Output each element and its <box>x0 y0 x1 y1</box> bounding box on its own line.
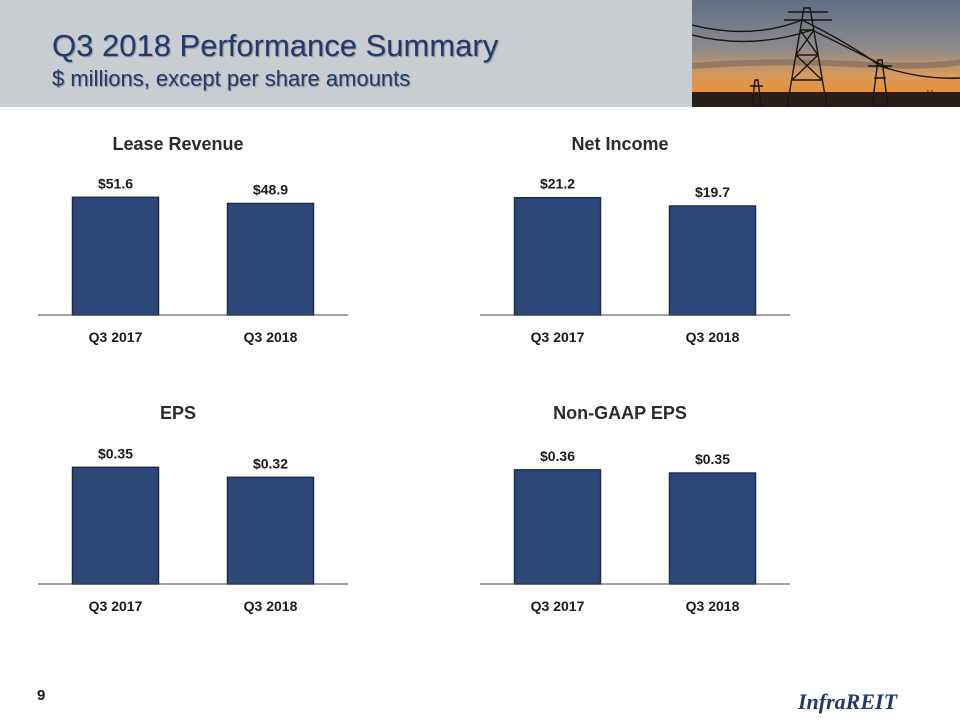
data-label: $51.6 <box>98 175 133 191</box>
power-lines-photo <box>692 0 960 107</box>
eps-chart: EPS $0.35 Q3 2017 $0.32 Q3 2018 <box>8 394 368 654</box>
data-label: $0.35 <box>695 451 730 467</box>
data-label: $48.9 <box>253 181 288 197</box>
bar-q3-2017 <box>71 196 160 316</box>
x-tick-label: Q3 2017 <box>89 329 143 345</box>
page-subtitle: $ millions, except per share amounts <box>52 66 411 91</box>
x-tick-label: Q3 2018 <box>244 598 298 614</box>
page-title: Q3 2018 Performance Summary <box>52 28 499 63</box>
data-label: $0.32 <box>253 455 288 471</box>
x-tick-label: Q3 2018 <box>686 598 740 614</box>
header-band: Q3 2018 Performance Summary $ millions, … <box>0 0 960 107</box>
bar-q3-2017 <box>71 466 160 585</box>
data-label: $21.2 <box>540 176 575 192</box>
page-number: 9 <box>37 687 46 704</box>
lease-revenue-chart: Lease Revenue $51.6 Q3 2017 $48.9 Q3 2018 <box>8 125 368 385</box>
bar-q3-2018 <box>668 205 757 316</box>
net-income-chart: Net Income $21.2 Q3 2017 $19.7 Q3 2018 <box>450 125 810 385</box>
bar-q3-2018 <box>226 202 315 316</box>
chart-title: EPS <box>160 403 196 423</box>
chart-title: Net Income <box>571 134 668 154</box>
bar-q3-2017 <box>513 469 602 585</box>
x-tick-label: Q3 2018 <box>686 329 740 345</box>
logo-text: InfraREIT <box>797 689 899 714</box>
x-tick-label: Q3 2017 <box>531 598 585 614</box>
chart-title: Lease Revenue <box>112 134 243 154</box>
bar-q3-2018 <box>226 476 315 585</box>
bar-q3-2017 <box>513 196 602 316</box>
bar-q3-2018 <box>668 472 757 585</box>
infrareit-logo: InfraREIT <box>797 689 899 714</box>
x-tick-label: Q3 2017 <box>531 329 585 345</box>
chart-title: Non-GAAP EPS <box>553 403 687 423</box>
data-label: $19.7 <box>695 184 730 200</box>
data-label: $0.36 <box>540 448 575 464</box>
data-label: $0.35 <box>98 445 133 461</box>
non-gaap-eps-chart: Non-GAAP EPS $0.36 Q3 2017 $0.35 Q3 2018 <box>450 394 810 654</box>
x-tick-label: Q3 2018 <box>244 329 298 345</box>
x-tick-label: Q3 2017 <box>89 598 143 614</box>
